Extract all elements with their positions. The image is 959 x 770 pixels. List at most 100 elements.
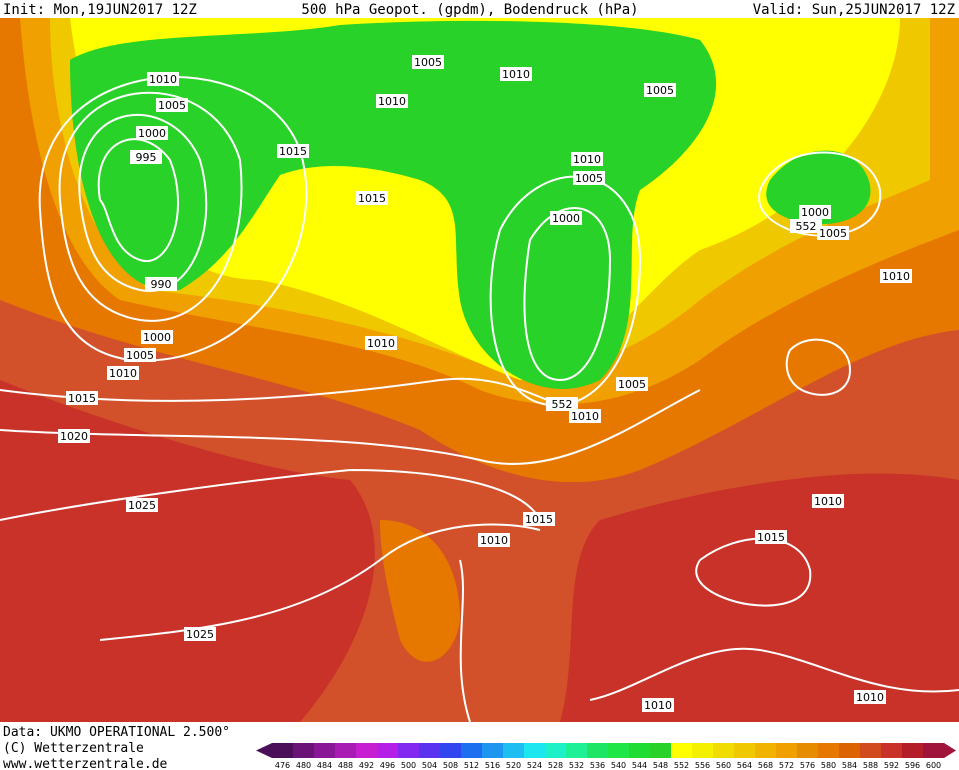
label-box xyxy=(644,83,676,97)
scale-swatch xyxy=(482,743,504,758)
scale-arrow-left xyxy=(256,743,272,758)
scale-arrow-right xyxy=(944,743,956,758)
isobar-label: 552 xyxy=(790,219,822,233)
geopotential-shading xyxy=(0,18,959,722)
label-text: 1010 xyxy=(502,68,530,81)
label-text: 1010 xyxy=(882,270,910,283)
label-text: 1015 xyxy=(358,192,386,205)
isobar-label: 1005 xyxy=(616,377,648,391)
color-scale: 476 480 484 488 492 496 500 504 508 512 516 520 524 5… xyxy=(256,743,956,770)
scale-label: 532 xyxy=(569,761,584,770)
label-text: 1010 xyxy=(856,691,884,704)
scale-label: 592 xyxy=(884,761,899,770)
scale-label: 508 xyxy=(443,761,458,770)
label-box xyxy=(854,690,886,704)
scale-swatch xyxy=(461,743,483,758)
scale-swatch xyxy=(629,743,651,758)
scale-swatch xyxy=(566,743,588,758)
scale-swatch xyxy=(587,743,609,758)
map-title: 500 hPa Geopot. (gpdm), Bodendruck (hPa) xyxy=(301,2,638,18)
scale-swatch xyxy=(608,743,630,758)
label-text: 1015 xyxy=(279,145,307,158)
init-time: Init: Mon,19JUN2017 12Z xyxy=(3,2,197,18)
isobar-label: 990 xyxy=(145,277,177,291)
scale-swatch xyxy=(755,743,777,758)
isobar-label: 1010 xyxy=(812,494,844,508)
label-text: 1020 xyxy=(60,430,88,443)
scale-label: 516 xyxy=(485,761,500,770)
isobar-label: 1015 xyxy=(755,530,787,544)
isobar-label: 1005 xyxy=(644,83,676,97)
scale-label: 500 xyxy=(401,761,416,770)
label-text: 1025 xyxy=(128,499,156,512)
scale-swatch xyxy=(503,743,525,758)
scale-label: 536 xyxy=(590,761,605,770)
scale-swatch xyxy=(440,743,462,758)
isobar-label: 1010 xyxy=(500,67,532,81)
scale-label: 540 xyxy=(611,761,626,770)
label-text: 552 xyxy=(796,220,817,233)
label-box xyxy=(642,698,674,712)
isobar-label: 1000 xyxy=(799,205,831,219)
scale-swatch xyxy=(776,743,798,758)
isobar-label: 1020 xyxy=(58,429,90,443)
isobar-label: 1000 xyxy=(550,211,582,225)
scale-label: 568 xyxy=(758,761,773,770)
label-box xyxy=(817,226,849,240)
isobar-label: 1010 xyxy=(365,336,397,350)
label-text: 552 xyxy=(552,398,573,411)
isobar-label: 1005 xyxy=(156,98,188,112)
label-box xyxy=(126,498,158,512)
scale-swatch xyxy=(545,743,567,758)
label-box xyxy=(812,494,844,508)
label-text: 1000 xyxy=(138,127,166,140)
isobar-label: 995 xyxy=(130,150,162,164)
scale-label: 560 xyxy=(716,761,731,770)
label-box xyxy=(356,191,388,205)
label-text: 1000 xyxy=(801,206,829,219)
scale-swatch xyxy=(671,743,693,758)
website: www.wetterzentrale.de xyxy=(3,757,168,770)
scale-label: 492 xyxy=(359,761,374,770)
isobar-label: 1000 xyxy=(141,330,173,344)
label-box xyxy=(550,211,582,225)
scale-swatch xyxy=(524,743,546,758)
isobar-label: 1015 xyxy=(356,191,388,205)
valid-time: Valid: Sun,25JUN2017 12Z xyxy=(753,2,955,18)
label-box xyxy=(755,530,787,544)
label-text: 1010 xyxy=(814,495,842,508)
label-box xyxy=(141,330,173,344)
data-source: Data: UKMO OPERATIONAL 2.500° xyxy=(3,725,230,740)
scale-swatch xyxy=(650,743,672,758)
isobar-label: 1010 xyxy=(571,152,603,166)
scale-label: 596 xyxy=(905,761,920,770)
label-box xyxy=(147,72,179,86)
scale-swatch xyxy=(356,743,378,758)
scale-label: 588 xyxy=(863,761,878,770)
scale-label: 576 xyxy=(800,761,815,770)
isobar-label: 1010 xyxy=(642,698,674,712)
scale-label: 512 xyxy=(464,761,479,770)
label-box xyxy=(523,512,555,526)
label-box xyxy=(880,269,912,283)
label-box xyxy=(365,336,397,350)
scale-swatch xyxy=(419,743,441,758)
isobar-label: 1025 xyxy=(184,627,216,641)
scale-swatch xyxy=(377,743,399,758)
scale-swatch xyxy=(335,743,357,758)
label-text: 1000 xyxy=(143,331,171,344)
label-box xyxy=(107,366,139,380)
label-box xyxy=(500,67,532,81)
isobar-label: 1005 xyxy=(124,348,156,362)
label-text: 1010 xyxy=(571,410,599,423)
scale-label: 524 xyxy=(527,761,542,770)
label-box xyxy=(156,98,188,112)
isobar-labels: 1010 1005 1010 1005 1010 1005 1000 1015 1010 995 1… xyxy=(58,55,912,712)
isobar-label: 1025 xyxy=(126,498,158,512)
label-text: 995 xyxy=(136,151,157,164)
label-box xyxy=(376,94,408,108)
scale-label: 552 xyxy=(674,761,689,770)
scale-swatch xyxy=(734,743,756,758)
isobar-label: 1010 xyxy=(147,72,179,86)
isobar-label: 1005 xyxy=(573,171,605,185)
